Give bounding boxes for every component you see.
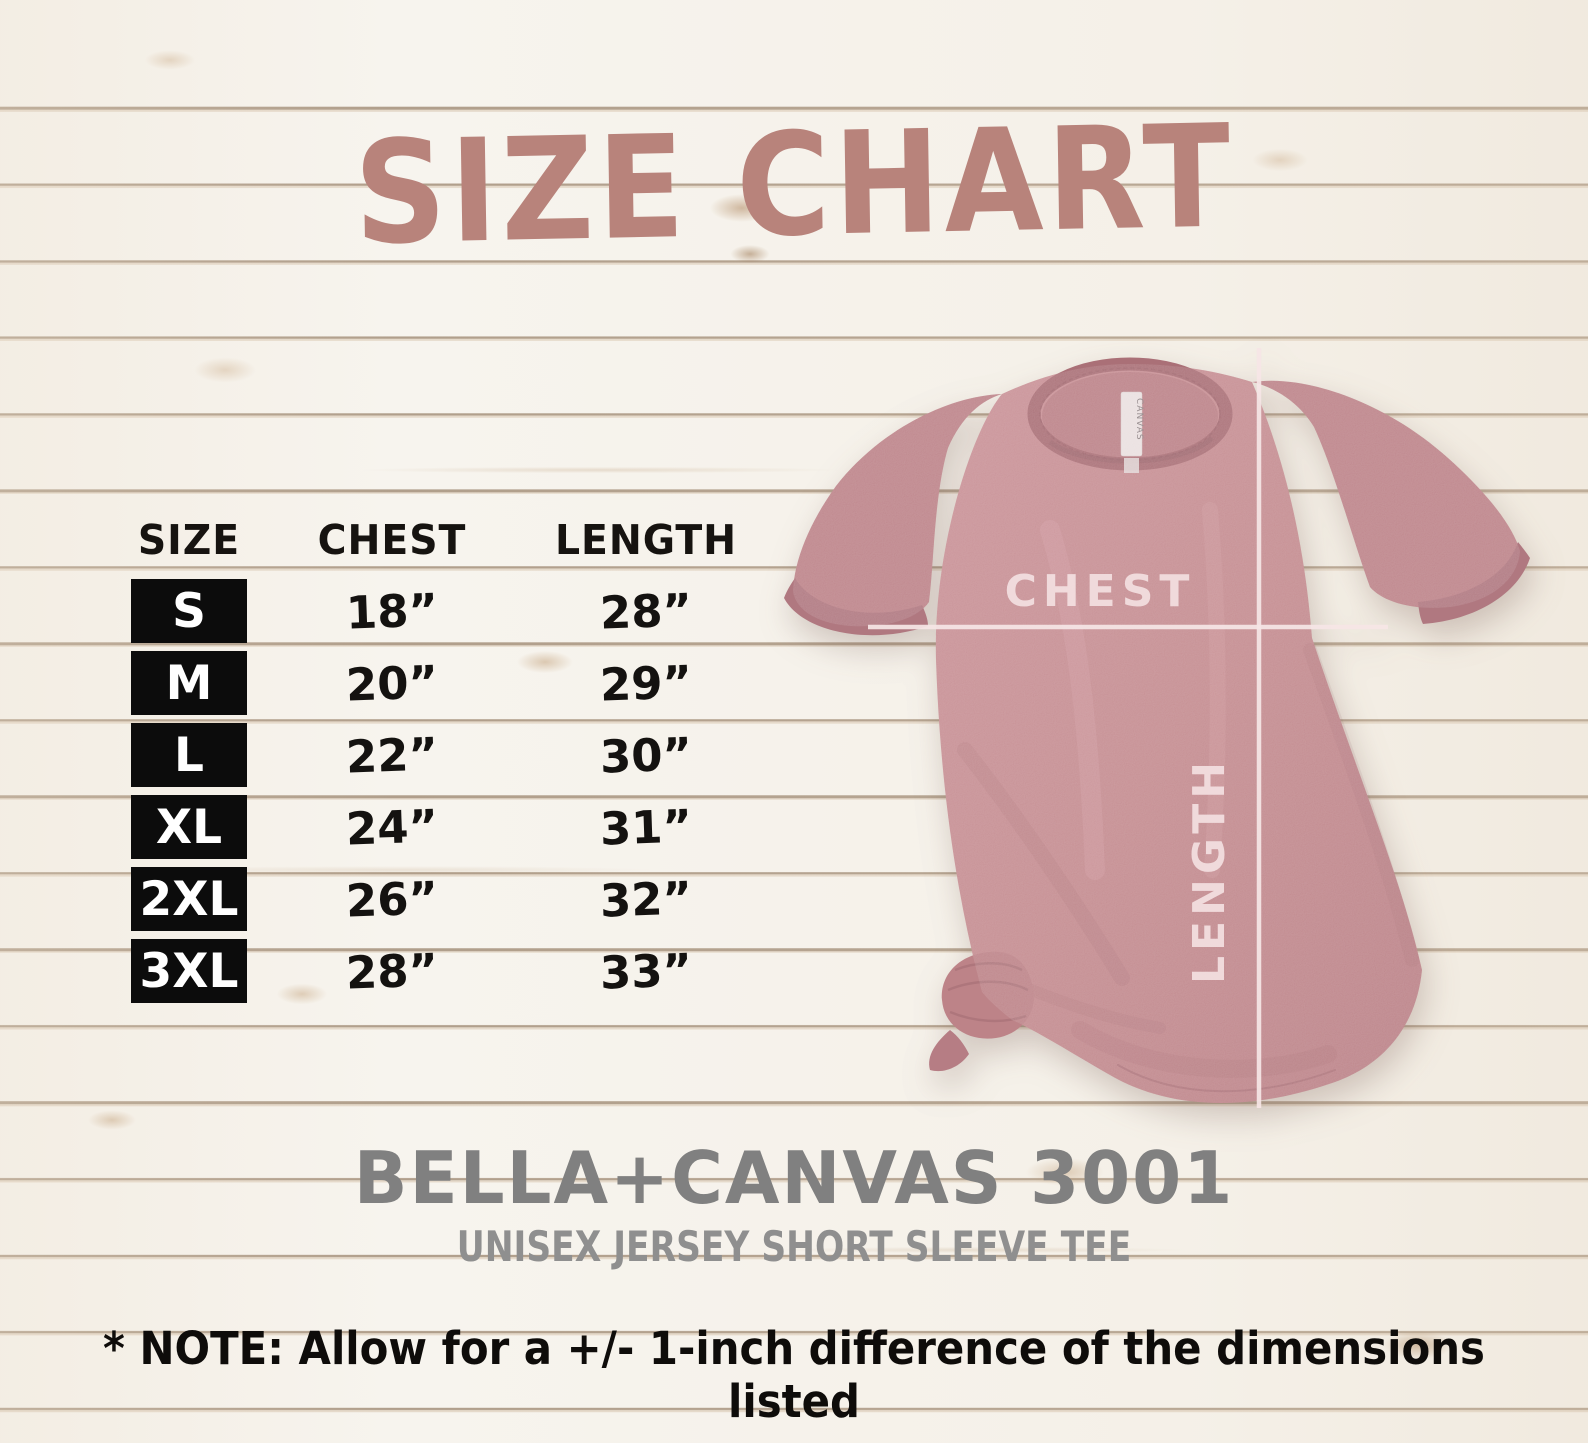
tolerance-note: * NOTE: Allow for a +/- 1-inch differenc… xyxy=(103,1322,1485,1428)
length-value: 31” xyxy=(598,798,693,856)
tshirt-image: CANVAS xyxy=(784,348,1530,1108)
length-value: 32” xyxy=(598,870,693,928)
chest-value: 24” xyxy=(344,798,439,856)
chest-value: 26” xyxy=(344,870,439,928)
measure-lines xyxy=(868,348,1388,1108)
length-measure-label: LENGTH xyxy=(1184,756,1235,984)
length-value: 29” xyxy=(598,654,693,712)
size-badge: M xyxy=(131,651,247,715)
chest-value: 20” xyxy=(344,654,439,712)
size-badge: 2XL xyxy=(131,867,247,931)
page-title: SIZE CHART xyxy=(352,94,1236,277)
size-table: SIZE CHEST LENGTH S 18” 28” M 20” 29” L … xyxy=(131,512,755,1003)
size-badge: 3XL xyxy=(131,939,247,1003)
heather-texture xyxy=(793,364,1520,1103)
chest-value: 18” xyxy=(344,582,439,640)
product-subtitle: UNISEX JERSEY SHORT SLEEVE TEE xyxy=(456,1222,1132,1271)
column-header-length: LENGTH xyxy=(554,516,738,564)
size-badge: S xyxy=(131,579,247,643)
length-value: 30” xyxy=(598,726,693,784)
size-badge: L xyxy=(131,723,247,787)
size-table-rows: S 18” 28” M 20” 29” L 22” 30” XL 24” 31”… xyxy=(131,579,755,1003)
size-table-headers: SIZE CHEST LENGTH xyxy=(131,512,755,568)
size-badge: XL xyxy=(131,795,247,859)
length-value: 33” xyxy=(598,942,693,1000)
table-row: L 22” 30” xyxy=(131,723,755,787)
chest-measure-label: CHEST xyxy=(1004,566,1196,617)
table-row: XL 24” 31” xyxy=(131,795,755,859)
table-row: 2XL 26” 32” xyxy=(131,867,755,931)
table-row: 3XL 28” 33” xyxy=(131,939,755,1003)
chest-value: 22” xyxy=(344,726,439,784)
table-row: S 18” 28” xyxy=(131,579,755,643)
chest-value: 28” xyxy=(344,942,439,1000)
table-row: M 20” 29” xyxy=(131,651,755,715)
product-name: BELLA+CANVAS 3001 xyxy=(353,1136,1235,1220)
column-header-chest: CHEST xyxy=(317,516,467,564)
hem-knot-tail xyxy=(929,1030,969,1072)
length-value: 28” xyxy=(598,582,693,640)
column-header-size: SIZE xyxy=(137,516,241,564)
